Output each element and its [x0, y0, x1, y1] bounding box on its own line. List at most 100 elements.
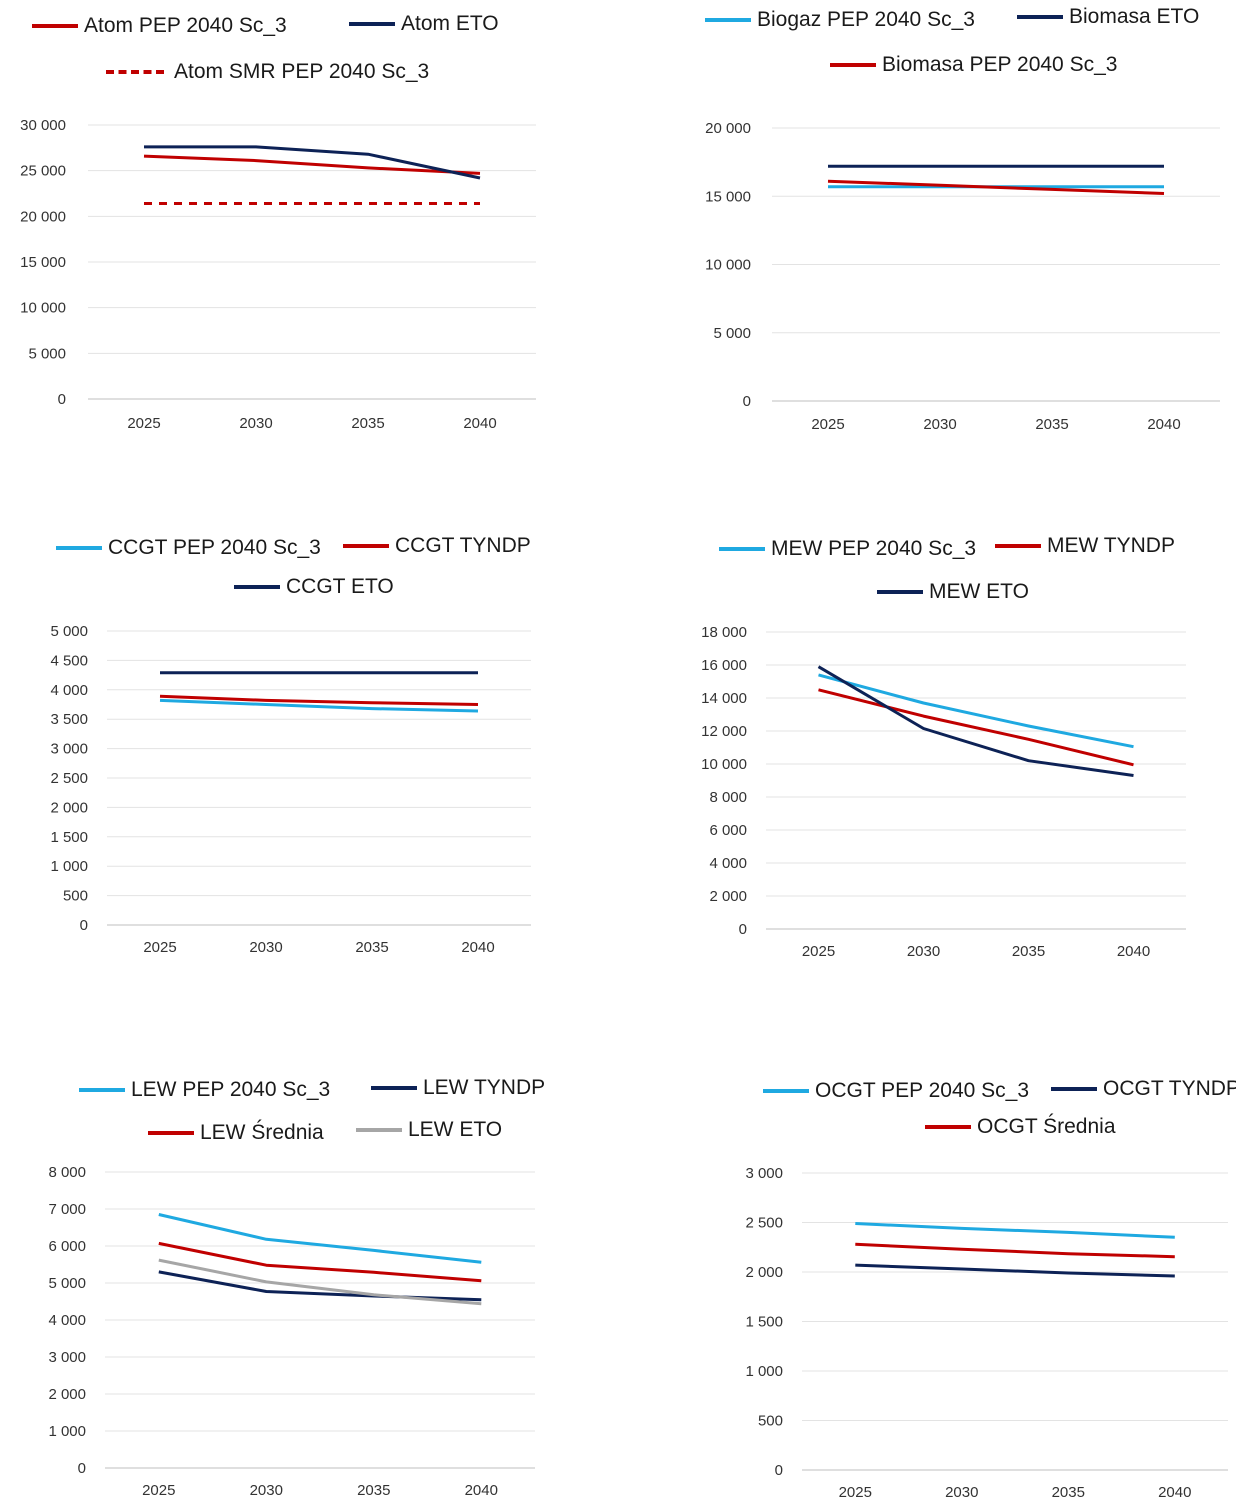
legend-item: Atom PEP 2040 Sc_3: [32, 14, 287, 38]
legend-swatch: [995, 544, 1041, 548]
x-tick-label: 2025: [143, 939, 176, 956]
y-tick-label: 18 000: [701, 624, 747, 641]
legend-label: Biomasa PEP 2040 Sc_3: [882, 53, 1118, 76]
x-tick-label: 2040: [465, 1482, 498, 1499]
legend-swatch: [148, 1131, 194, 1135]
y-tick-label: 1 000: [50, 858, 88, 875]
y-tick-label: 0: [775, 1462, 783, 1479]
legend-swatch: [1051, 1087, 1097, 1091]
y-tick-label: 2 500: [745, 1215, 783, 1232]
y-tick-label: 3 000: [48, 1349, 86, 1366]
y-tick-label: 1 000: [48, 1423, 86, 1440]
y-tick-label: 4 000: [709, 855, 747, 872]
legend-swatch: [32, 24, 78, 28]
y-tick-label: 8 000: [709, 789, 747, 806]
x-tick-label: 2040: [1158, 1484, 1191, 1501]
legend-item: MEW PEP 2040 Sc_3: [719, 537, 976, 561]
y-tick-label: 0: [739, 921, 747, 938]
y-tick-label: 20 000: [705, 120, 751, 137]
y-tick-label: 0: [78, 1460, 86, 1477]
x-tick-label: 2035: [1035, 416, 1068, 433]
legend-label: OCGT PEP 2040 Sc_3: [815, 1079, 1030, 1102]
x-tick-label: 2035: [1052, 1484, 1085, 1501]
y-tick-label: 0: [743, 393, 751, 410]
x-tick-label: 2030: [239, 415, 272, 432]
legend-item: LEW PEP 2040 Sc_3: [79, 1078, 330, 1102]
series-line: [818, 688, 1134, 767]
series-line: [158, 1241, 482, 1283]
y-tick-label: 25 000: [20, 163, 66, 180]
y-tick-label: 4 000: [50, 682, 88, 699]
y-tick-label: 10 000: [705, 257, 751, 274]
x-tick-label: 2025: [802, 943, 835, 960]
y-tick-label: 30 000: [20, 117, 66, 134]
legend-item: Biomasa ETO: [1017, 5, 1199, 29]
y-tick-label: 10 000: [701, 756, 747, 773]
legend-item: CCGT TYNDP: [343, 534, 531, 558]
legend-label: OCGT TYNDP: [1103, 1077, 1236, 1100]
legend-swatch: [925, 1125, 971, 1129]
x-tick-label: 2040: [461, 939, 494, 956]
y-tick-label: 5 000: [28, 345, 66, 362]
legend-swatch: [1017, 15, 1063, 19]
x-tick-label: 2030: [249, 939, 282, 956]
x-tick-label: 2040: [1117, 943, 1150, 960]
legend-swatch: [56, 546, 102, 550]
x-tick-label: 2025: [811, 416, 844, 433]
legend-swatch: [349, 22, 395, 26]
x-tick-label: 2025: [127, 415, 160, 432]
y-tick-label: 4 500: [50, 652, 88, 669]
y-tick-label: 5 000: [48, 1275, 86, 1292]
y-tick-label: 0: [80, 917, 88, 934]
x-tick-label: 2030: [923, 416, 956, 433]
series-line: [855, 1242, 1175, 1259]
legend-item: OCGT Średnia: [925, 1115, 1116, 1139]
series-line: [143, 154, 481, 175]
legend-label: MEW PEP 2040 Sc_3: [771, 537, 977, 560]
y-tick-label: 2 500: [50, 770, 88, 787]
y-tick-label: 5 000: [713, 325, 751, 342]
legend-swatch: [371, 1086, 417, 1090]
legend-item: OCGT PEP 2040 Sc_3: [763, 1079, 1029, 1103]
y-tick-label: 500: [63, 888, 88, 905]
y-tick-label: 1 500: [745, 1314, 783, 1331]
legend-swatch: [705, 18, 751, 22]
series-line: [817, 665, 1134, 777]
legend-item: LEW TYNDP: [371, 1076, 545, 1100]
x-tick-label: 2030: [945, 1484, 978, 1501]
legend-item: CCGT ETO: [234, 575, 394, 599]
legend-swatch: [763, 1089, 809, 1093]
y-tick-label: 500: [758, 1413, 783, 1430]
legend-label: Atom ETO: [401, 12, 499, 35]
legend-item: MEW ETO: [877, 580, 1029, 604]
legend-label: CCGT TYNDP: [395, 534, 531, 557]
legend-swatch: [877, 590, 923, 594]
y-tick-label: 14 000: [701, 690, 747, 707]
series-line: [158, 1213, 482, 1264]
x-tick-label: 2035: [351, 415, 384, 432]
legend-label: LEW PEP 2040 Sc_3: [131, 1078, 331, 1101]
y-tick-label: 16 000: [701, 657, 747, 674]
legend-label: OCGT Średnia: [977, 1115, 1116, 1138]
series-line: [827, 179, 1165, 195]
y-tick-label: 8 000: [48, 1164, 86, 1181]
legend-label: CCGT PEP 2040 Sc_3: [108, 536, 321, 559]
series-line: [159, 698, 479, 713]
x-tick-label: 2040: [1147, 416, 1180, 433]
legend-swatch: [830, 63, 876, 67]
legend-label: LEW ETO: [408, 1118, 503, 1141]
legend-item: Atom SMR PEP 2040 Sc_3: [106, 60, 429, 84]
series-line: [158, 1258, 482, 1306]
y-tick-label: 7 000: [48, 1201, 86, 1218]
x-tick-label: 2030: [907, 943, 940, 960]
legend-item: Atom ETO: [349, 12, 499, 36]
y-tick-label: 20 000: [20, 208, 66, 225]
series-line: [818, 673, 1134, 749]
y-tick-label: 5 000: [50, 623, 88, 640]
series-line: [144, 145, 481, 180]
legend-label: Biomasa ETO: [1069, 5, 1200, 28]
legend-label: Atom SMR PEP 2040 Sc_3: [174, 60, 430, 83]
